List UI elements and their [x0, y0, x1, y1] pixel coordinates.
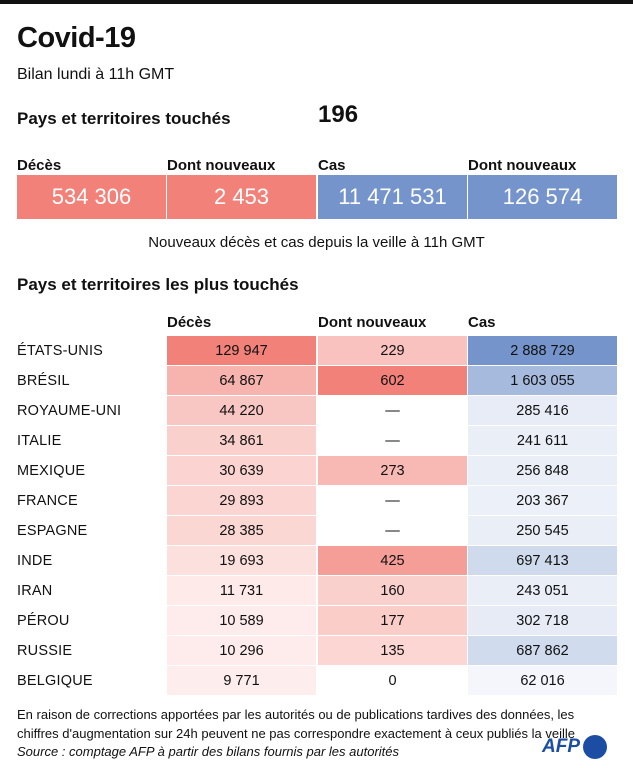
country-name: IRAN — [17, 583, 53, 599]
countries-affected-label: Pays et territoires touchés — [17, 109, 231, 128]
cell-new-deaths: — — [318, 516, 467, 545]
cell-cases: 203 367 — [468, 486, 617, 515]
table-row: RUSSIE 10 296 135 687 862 — [0, 636, 633, 666]
total-deaths-label: Décès — [17, 157, 62, 174]
total-new-deaths-label: Dont nouveaux — [167, 157, 276, 174]
table-row: MEXIQUE 30 639 273 256 848 — [0, 456, 633, 486]
cell-deaths: 9 771 — [167, 666, 316, 695]
cell-new-deaths: 602 — [318, 366, 467, 395]
cell-new-deaths: 273 — [318, 456, 467, 485]
cell-cases: 250 545 — [468, 516, 617, 545]
total-cases-label: Cas — [318, 157, 346, 174]
cell-cases: 285 416 — [468, 396, 617, 425]
column-header-new-deaths: Dont nouveaux — [318, 314, 427, 331]
cell-deaths: 44 220 — [167, 396, 316, 425]
afp-dot-icon — [583, 735, 607, 759]
country-name: ITALIE — [17, 433, 62, 449]
cell-deaths: 64 867 — [167, 366, 316, 395]
country-name: BELGIQUE — [17, 673, 93, 689]
table-row: ÉTATS-UNIS 129 947 229 2 888 729 — [0, 336, 633, 366]
country-name: FRANCE — [17, 493, 78, 509]
country-name: INDE — [17, 553, 53, 569]
cell-deaths: 11 731 — [167, 576, 316, 605]
cell-new-deaths: 160 — [318, 576, 467, 605]
total-new-deaths-box: 2 453 — [167, 175, 316, 219]
cell-cases: 62 016 — [468, 666, 617, 695]
cell-new-deaths: 177 — [318, 606, 467, 635]
country-name: ÉTATS-UNIS — [17, 343, 104, 359]
table-row: FRANCE 29 893—203 367 — [0, 486, 633, 516]
table-row: ESPAGNE 28 385—250 545 — [0, 516, 633, 546]
cell-cases: 697 413 — [468, 546, 617, 575]
cell-cases: 256 848 — [468, 456, 617, 485]
cell-cases: 1 603 055 — [468, 366, 617, 395]
cell-deaths: 10 589 — [167, 606, 316, 635]
table-row: BELGIQUE 9 771 0 62 016 — [0, 666, 633, 696]
table-title: Pays et territoires les plus touchés — [17, 275, 299, 294]
country-name: BRÉSIL — [17, 373, 70, 389]
table-row: BRÉSIL 64 867 602 1 603 055 — [0, 366, 633, 396]
cell-cases: 243 051 — [468, 576, 617, 605]
column-header-deaths: Décès — [167, 314, 212, 331]
column-header-cases: Cas — [468, 314, 496, 331]
country-name: ESPAGNE — [17, 523, 88, 539]
cell-deaths: 10 296 — [167, 636, 316, 665]
cell-deaths: 34 861 — [167, 426, 316, 455]
table-row: IRAN 11 731 160 243 051 — [0, 576, 633, 606]
footnote: En raison de corrections apportées par l… — [17, 707, 575, 741]
cell-deaths: 19 693 — [167, 546, 316, 575]
subtitle: Bilan lundi à 11h GMT — [17, 66, 175, 83]
country-name: MEXIQUE — [17, 463, 86, 479]
total-deaths-box: 534 306 — [17, 175, 166, 219]
cell-new-deaths: — — [318, 396, 467, 425]
cell-deaths: 30 639 — [167, 456, 316, 485]
cell-cases: 302 718 — [468, 606, 617, 635]
cell-new-deaths: — — [318, 486, 467, 515]
cell-cases: 241 611 — [468, 426, 617, 455]
table-row: PÉROU 10 589 177 302 718 — [0, 606, 633, 636]
total-new-cases-box: 126 574 — [468, 175, 617, 219]
country-name: ROYAUME-UNI — [17, 403, 122, 419]
cell-deaths: 28 385 — [167, 516, 316, 545]
country-name: PÉROU — [17, 613, 70, 629]
totals-note: Nouveaux décès et cas depuis la veille à… — [148, 234, 485, 251]
cell-new-deaths: 425 — [318, 546, 467, 575]
table-row: INDE 19 693 425 697 413 — [0, 546, 633, 576]
afp-logo-text: AFP — [542, 736, 580, 757]
table-row: ROYAUME-UNI 44 220—285 416 — [0, 396, 633, 426]
cell-new-deaths: 229 — [318, 336, 467, 365]
cell-new-deaths: 0 — [318, 666, 467, 695]
total-new-cases-label: Dont nouveaux — [468, 157, 577, 174]
cell-cases: 687 862 — [468, 636, 617, 665]
cell-new-deaths: 135 — [318, 636, 467, 665]
country-name: RUSSIE — [17, 643, 73, 659]
total-cases-box: 11 471 531 — [318, 175, 467, 219]
cell-cases: 2 888 729 — [468, 336, 617, 365]
table-row: ITALIE 34 861—241 611 — [0, 426, 633, 456]
source-note: Source : comptage AFP à partir des bilan… — [17, 744, 400, 759]
afp-logo: AFP — [542, 735, 607, 759]
cell-new-deaths: — — [318, 426, 467, 455]
cell-deaths: 129 947 — [167, 336, 316, 365]
cell-deaths: 29 893 — [167, 486, 316, 515]
page-title: Covid-19 — [17, 22, 136, 54]
countries-affected-value: 196 — [318, 101, 359, 128]
